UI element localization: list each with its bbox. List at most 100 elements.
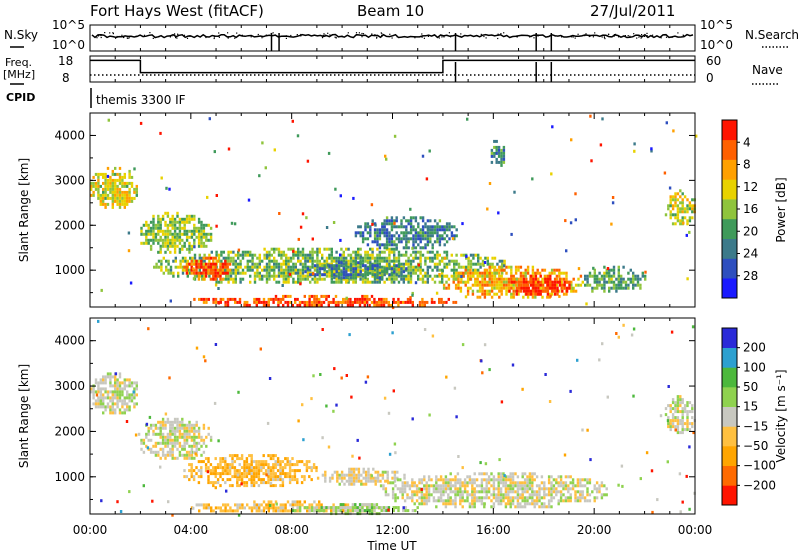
heatmap-cell — [397, 253, 401, 257]
heatmap-cell — [262, 509, 266, 513]
heatmap-cell — [282, 250, 285, 254]
heatmap-cell — [472, 256, 475, 260]
heatmap-cell — [219, 271, 222, 275]
heatmap-cell — [669, 428, 672, 432]
heatmap-cell — [308, 466, 311, 470]
heatmap-cell — [361, 506, 364, 510]
heatmap-cell — [366, 256, 369, 260]
heatmap-cell — [384, 493, 388, 497]
heatmap-cell — [202, 265, 205, 269]
heatmap-cell — [293, 478, 297, 482]
heatmap-cell — [490, 271, 494, 275]
heatmap-cell — [683, 428, 687, 432]
heatmap-cell — [315, 506, 319, 510]
heatmap-cell — [417, 222, 420, 226]
heatmap-cell — [184, 256, 187, 260]
heatmap-cell — [236, 484, 239, 488]
heatmap-cell — [291, 478, 294, 482]
heatmap-cell — [197, 447, 201, 451]
heatmap-cell — [590, 159, 593, 163]
heatmap-cell — [400, 253, 403, 257]
heatmap-cell — [481, 280, 484, 284]
heatmap-cell — [384, 487, 388, 491]
heatmap-cell — [157, 238, 160, 242]
heatmap-cell — [330, 256, 333, 260]
heatmap-cell — [617, 286, 620, 290]
heatmap-cell — [462, 271, 465, 275]
heatmap-cell — [195, 450, 198, 454]
heatmap-cell — [505, 286, 508, 290]
heatmap-cell — [140, 232, 143, 236]
heatmap-cell — [495, 268, 499, 272]
heatmap-cell — [679, 419, 682, 423]
heatmap-cell — [443, 250, 446, 254]
heatmap-cell — [579, 493, 582, 497]
heatmap-cell — [212, 472, 215, 476]
heatmap-cell — [164, 220, 167, 224]
heatmap-cell — [540, 496, 544, 500]
heatmap-cell — [318, 247, 321, 251]
heatmap-cell — [272, 454, 275, 458]
heatmap-cell — [246, 300, 249, 304]
heatmap-cell — [286, 460, 289, 464]
heatmap-cell — [197, 429, 201, 433]
heatmap-cell — [116, 193, 119, 197]
heatmap-cell — [181, 447, 184, 451]
heatmap-cell — [350, 482, 353, 486]
heatmap-cell — [104, 184, 107, 188]
heatmap-cell — [303, 478, 306, 482]
heatmap-cell — [674, 192, 677, 196]
heatmap-cell — [352, 262, 355, 266]
heatmap-cell — [436, 240, 439, 244]
heatmap-cell — [116, 384, 119, 388]
heatmap-cell — [265, 280, 269, 284]
heatmap-cell — [221, 472, 225, 476]
heatmap-cell — [495, 271, 499, 275]
heatmap-cell — [459, 289, 463, 293]
heatmap-cell — [200, 438, 203, 442]
heatmap-cell — [497, 145, 501, 149]
heatmap-cell — [622, 265, 625, 269]
heatmap-cell — [534, 274, 538, 278]
heatmap-cell — [160, 262, 163, 266]
heatmap-cell — [439, 484, 443, 488]
heatmap-cell — [92, 402, 95, 406]
heatmap-cell — [213, 401, 217, 405]
heatmap-cell — [627, 283, 630, 287]
heatmap-cell — [462, 274, 465, 278]
heatmap-cell — [676, 398, 680, 402]
heatmap-cell — [523, 505, 527, 509]
nsearch-dot — [104, 32, 106, 34]
heatmap-cell — [562, 484, 565, 488]
heatmap-cell — [375, 300, 378, 304]
heatmap-cell — [676, 422, 680, 426]
heatmap-cell — [277, 274, 281, 278]
heatmap-cell — [366, 375, 370, 379]
heatmap-cell — [288, 466, 292, 470]
heatmap-cell — [600, 283, 604, 287]
heatmap-cell — [340, 261, 343, 265]
heatmap-cell — [541, 268, 544, 272]
heatmap-cell — [409, 253, 413, 257]
heatmap-cell — [190, 456, 194, 460]
heatmap-cell — [543, 502, 546, 506]
heatmap-cell — [246, 268, 249, 272]
heatmap-cell — [355, 467, 358, 471]
heatmap-cell — [431, 234, 434, 238]
nsearch-dot — [355, 32, 358, 34]
heatmap-cell — [166, 453, 170, 457]
heatmap-cell — [504, 478, 508, 482]
heatmap-cell — [409, 262, 413, 266]
heatmap-cell — [197, 217, 201, 221]
heatmap-cell — [526, 478, 529, 482]
heatmap-cell — [691, 198, 694, 202]
heatmap-cell — [499, 493, 503, 497]
heatmap-cell — [222, 509, 225, 513]
heatmap-cell — [436, 237, 439, 241]
heatmap-cell — [310, 294, 314, 298]
heatmap-cell — [284, 300, 287, 304]
heatmap-cell — [367, 479, 370, 483]
heatmap-cell — [209, 256, 213, 260]
heatmap-cell — [447, 484, 450, 488]
heatmap-cell — [114, 166, 117, 170]
